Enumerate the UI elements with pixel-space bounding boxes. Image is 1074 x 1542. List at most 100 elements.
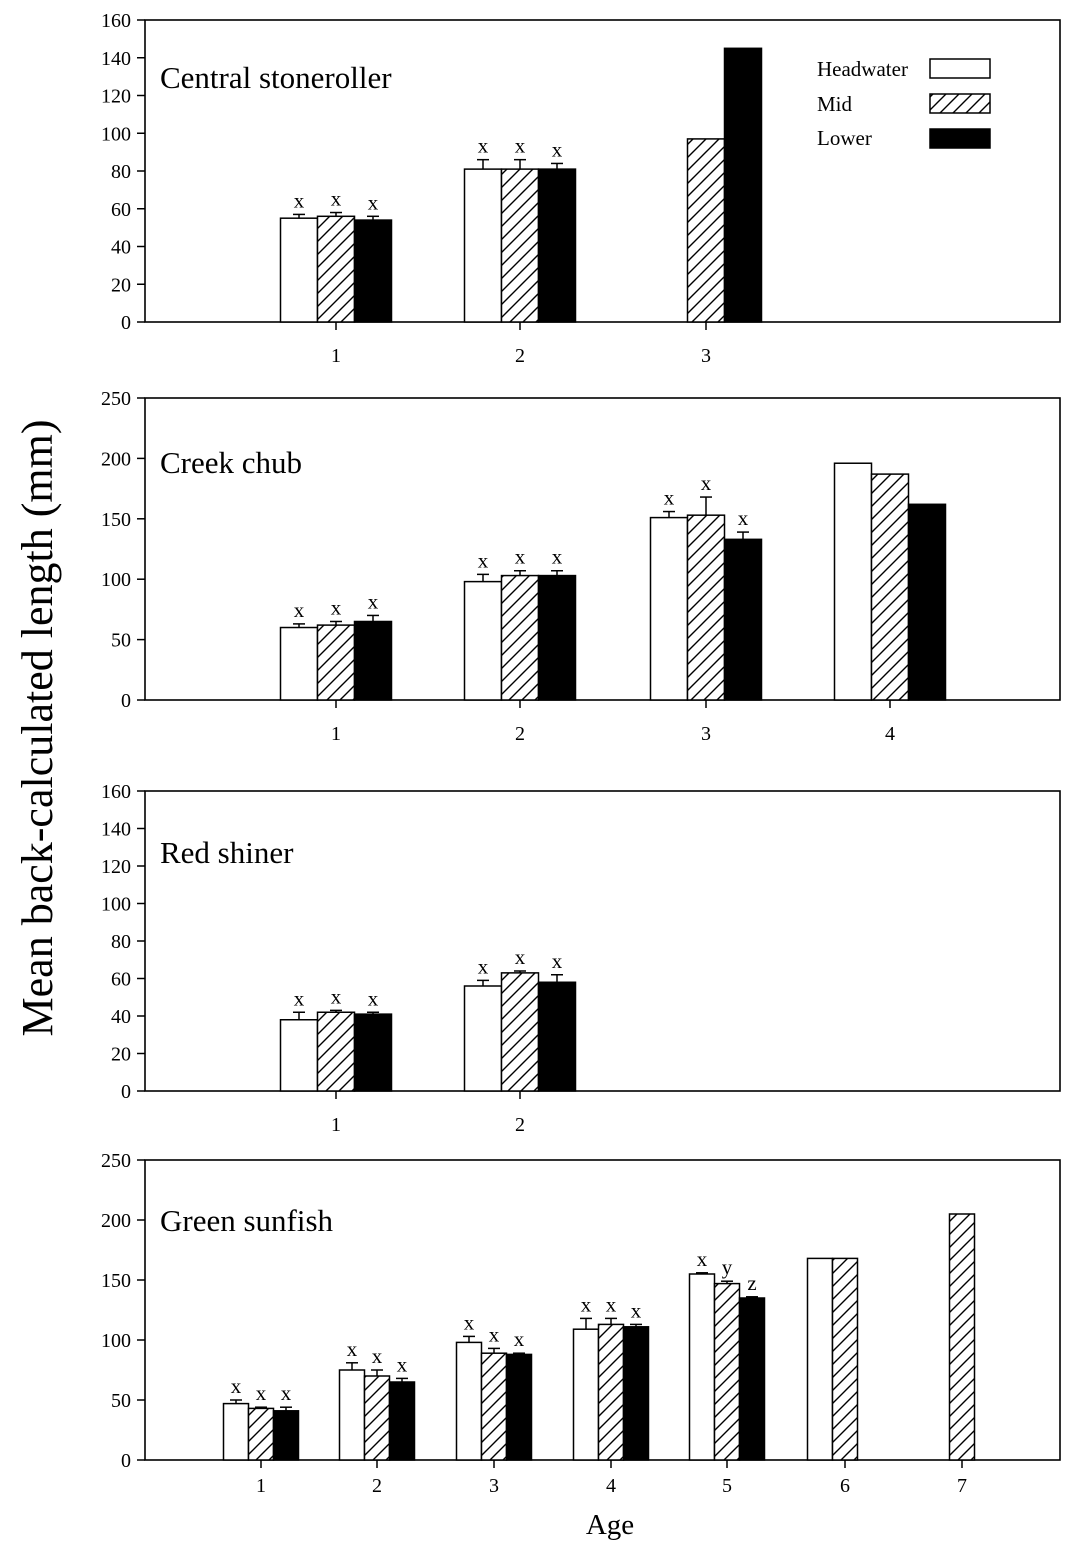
- bar-headwater: [279, 1019, 319, 1092]
- bar-mid: [500, 972, 540, 1092]
- legend-swatch-lower: [929, 128, 991, 149]
- bar-lower: [738, 1297, 766, 1461]
- significance-label: x: [331, 984, 342, 1008]
- significance-label: x: [738, 506, 749, 530]
- x-tick-label: 7: [957, 1475, 967, 1497]
- bar-mid: [597, 1323, 625, 1461]
- significance-label: x: [552, 949, 563, 973]
- y-tick-label: 0: [121, 1081, 131, 1103]
- bar-headwater: [455, 1341, 483, 1461]
- bar-mid: [363, 1375, 391, 1461]
- bar-mid: [500, 574, 540, 701]
- x-tick-label: 3: [701, 345, 711, 367]
- significance-label: x: [664, 486, 675, 510]
- y-tick-label: 120: [101, 86, 131, 108]
- significance-label: x: [515, 545, 526, 569]
- legend-label-headwater: Headwater: [817, 57, 908, 81]
- y-tick-label: 20: [111, 1044, 131, 1066]
- significance-label: x: [368, 589, 379, 613]
- y-tick-label: 200: [101, 448, 131, 470]
- legend-swatch-mid: [929, 93, 991, 114]
- bar-mid: [247, 1407, 275, 1461]
- bar-mid: [713, 1282, 741, 1461]
- bar-lower: [353, 219, 393, 323]
- y-tick-label: 160: [101, 781, 131, 803]
- x-tick-label: 3: [489, 1475, 499, 1497]
- significance-label: x: [697, 1247, 708, 1271]
- x-tick-label: 1: [331, 345, 341, 367]
- significance-label: x: [294, 188, 305, 212]
- bar-headwater: [463, 985, 503, 1092]
- y-tick-label: 250: [101, 388, 131, 410]
- y-tick-label: 0: [121, 690, 131, 712]
- plot-frame: [144, 397, 1061, 701]
- x-tick-label: 3: [701, 723, 711, 745]
- panel-1: 0 20 40 60 80 100 120 140 160 1 2 3 Central stonerol…: [101, 10, 1061, 367]
- y-tick-label: 40: [111, 1006, 131, 1028]
- significance-label: x: [631, 1298, 642, 1322]
- bar-lower: [388, 1381, 416, 1461]
- y-tick-label: 0: [121, 312, 131, 334]
- bar-mid: [831, 1257, 859, 1461]
- significance-label: x: [552, 137, 563, 161]
- bar-headwater: [806, 1257, 834, 1461]
- bar-headwater: [338, 1369, 366, 1461]
- x-tick-label: 2: [515, 345, 525, 367]
- bar-mid: [316, 1011, 356, 1092]
- bar-headwater: [463, 580, 503, 701]
- bar-headwater: [833, 462, 873, 701]
- y-tick-label: 150: [101, 509, 131, 531]
- bar-mid: [686, 514, 726, 701]
- x-tick-label: 5: [722, 1475, 732, 1497]
- y-tick-label: 160: [101, 10, 131, 32]
- y-tick-label: 100: [101, 1330, 131, 1352]
- bar-mid: [948, 1213, 976, 1461]
- y-tick-label: 100: [101, 123, 131, 145]
- bar-lower: [505, 1353, 533, 1461]
- y-tick-label: 100: [101, 894, 131, 916]
- y-tick-label: 80: [111, 161, 131, 183]
- significance-label: x: [281, 1381, 292, 1405]
- significance-label: x: [372, 1344, 383, 1368]
- significance-label: x: [701, 471, 712, 495]
- bar-lower: [353, 1013, 393, 1092]
- bar-mid: [480, 1352, 508, 1461]
- bar-mid: [500, 168, 540, 323]
- x-tick-label: 4: [885, 723, 895, 745]
- x-tick-label: 1: [256, 1475, 266, 1497]
- bar-mid: [316, 215, 356, 323]
- significance-label: x: [464, 1310, 475, 1334]
- significance-label: x: [478, 954, 489, 978]
- bar-lower: [537, 574, 577, 701]
- significance-label: x: [552, 545, 563, 569]
- bar-headwater: [279, 626, 319, 701]
- bar-headwater: [279, 217, 319, 323]
- significance-label: x: [514, 1327, 525, 1351]
- significance-label: x: [515, 945, 526, 969]
- significance-label: x: [515, 134, 526, 158]
- panel-title: Central stoneroller: [160, 60, 392, 95]
- x-tick-label: 6: [840, 1475, 850, 1497]
- x-axis-title: Age: [586, 1509, 634, 1541]
- panel-title: Red shiner: [160, 835, 294, 870]
- x-tick-label: 2: [515, 1114, 525, 1136]
- significance-label: x: [231, 1374, 242, 1398]
- bar-mid: [316, 624, 356, 701]
- significance-label: x: [478, 548, 489, 572]
- significance-label: x: [581, 1292, 592, 1316]
- legend: Headwater Mid Lower: [817, 57, 991, 150]
- significance-label: x: [368, 190, 379, 214]
- y-tick-label: 200: [101, 1210, 131, 1232]
- bar-lower: [622, 1326, 650, 1461]
- y-tick-label: 150: [101, 1270, 131, 1292]
- significance-label: x: [347, 1337, 358, 1361]
- bar-lower: [353, 620, 393, 701]
- bar-lower: [723, 538, 763, 701]
- significance-label: x: [331, 595, 342, 619]
- bar-lower: [272, 1410, 300, 1461]
- significance-label: x: [294, 598, 305, 622]
- y-tick-label: 0: [121, 1450, 131, 1472]
- bar-lower: [537, 168, 577, 323]
- significance-label: x: [368, 986, 379, 1010]
